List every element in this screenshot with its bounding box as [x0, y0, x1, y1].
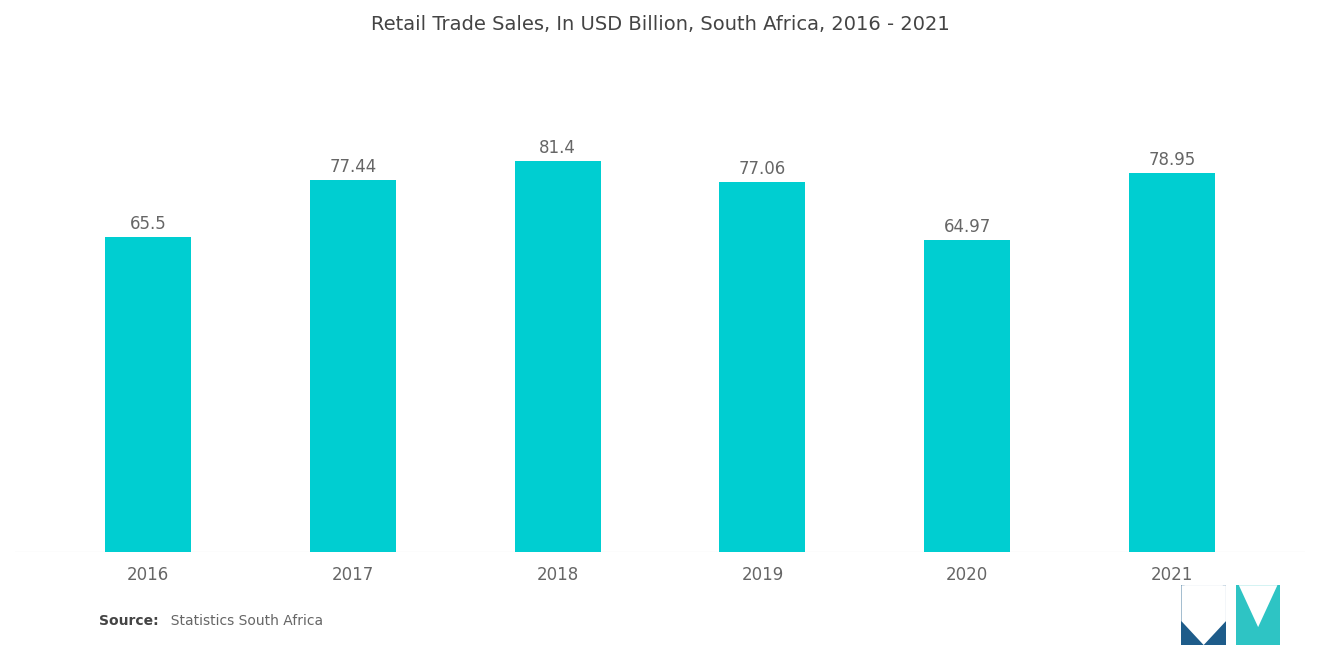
- FancyBboxPatch shape: [1236, 585, 1280, 645]
- Text: 64.97: 64.97: [944, 218, 991, 236]
- Text: 77.06: 77.06: [739, 160, 785, 178]
- Bar: [515, 161, 601, 551]
- Text: 78.95: 78.95: [1148, 151, 1196, 169]
- Text: 77.44: 77.44: [329, 158, 376, 176]
- FancyBboxPatch shape: [1181, 585, 1226, 645]
- Bar: [719, 182, 805, 551]
- Text: 65.5: 65.5: [129, 215, 166, 233]
- Text: Statistics South Africa: Statistics South Africa: [162, 614, 323, 628]
- Polygon shape: [1181, 585, 1226, 645]
- Bar: [924, 240, 1010, 551]
- Bar: [310, 180, 396, 551]
- Bar: [106, 237, 191, 551]
- Title: Retail Trade Sales, In USD Billion, South Africa, 2016 - 2021: Retail Trade Sales, In USD Billion, Sout…: [371, 15, 949, 34]
- Polygon shape: [1184, 585, 1222, 627]
- Text: 81.4: 81.4: [539, 139, 576, 157]
- Bar: [1129, 173, 1214, 551]
- Polygon shape: [1238, 585, 1278, 627]
- Text: Source:: Source:: [99, 614, 158, 628]
